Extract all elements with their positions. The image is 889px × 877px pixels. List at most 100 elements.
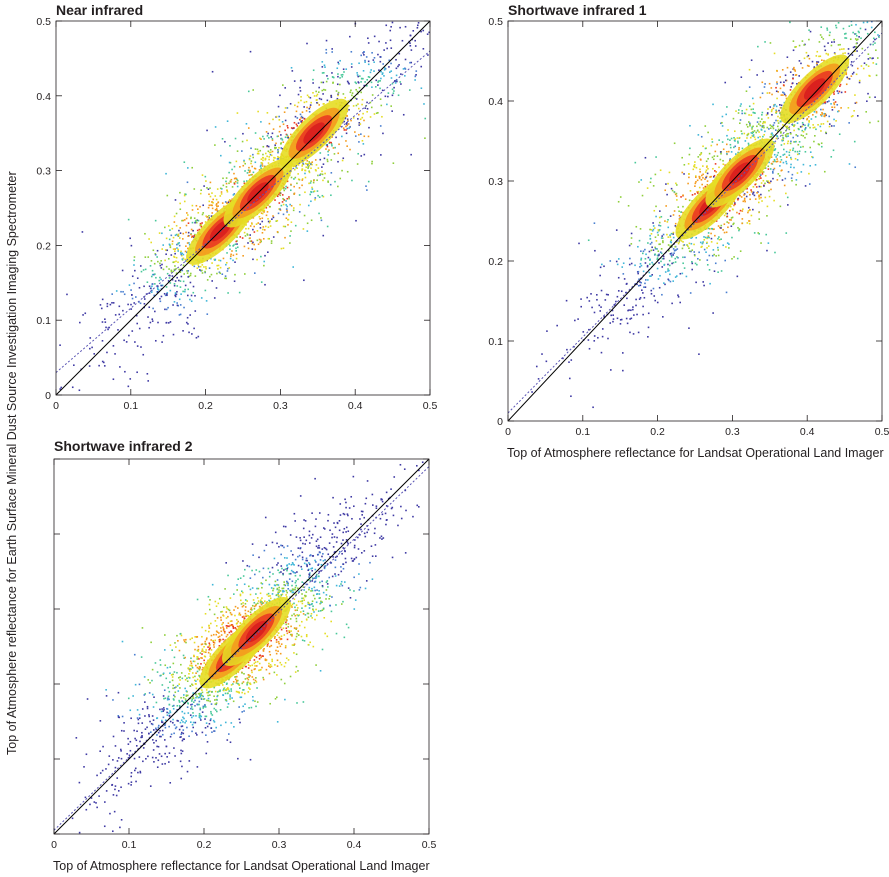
scatter-point-near-infrared (263, 138, 265, 140)
scatter-point-swir1 (744, 140, 747, 142)
scatter-point-swir1 (810, 118, 813, 120)
scatter-point-near-infrared (166, 249, 169, 252)
scatter-point-near-infrared (311, 163, 313, 166)
scatter-point-swir1 (773, 149, 775, 152)
y-tick-label-swir1: 0.1 (488, 336, 503, 348)
scatter-point-near-infrared (404, 67, 406, 70)
scatter-point-swir1 (693, 165, 695, 167)
scatter-point-swir1 (874, 38, 876, 41)
scatter-point-swir1 (692, 168, 695, 171)
scatter-point-swir1 (864, 28, 867, 31)
scatter-point-swir2 (174, 727, 177, 730)
scatter-point-near-infrared (208, 267, 211, 269)
scatter-point-swir1 (782, 139, 785, 142)
scatter-point-near-infrared (133, 259, 135, 262)
scatter-point-swir1 (789, 71, 792, 73)
scatter-point-near-infrared (379, 87, 381, 90)
panel-swir1: 0 0.1 0.2 0.3 0.4 0.500.10.20.30.40.5 (488, 16, 889, 438)
scatter-point-swir2 (330, 620, 332, 623)
scatter-point-near-infrared (172, 304, 174, 306)
scatter-point-near-infrared (384, 95, 387, 98)
scatter-point-swir1 (833, 41, 836, 43)
scatter-point-near-infrared (186, 260, 188, 263)
scatter-point-swir1 (722, 244, 724, 247)
scatter-point-swir1 (675, 184, 678, 186)
scatter-point-near-infrared (219, 195, 222, 197)
scatter-point-swir1 (797, 143, 800, 146)
scatter-point-swir1 (664, 220, 666, 222)
scatter-point-swir1 (659, 169, 662, 172)
scatter-point-near-infrared (297, 122, 300, 124)
scatter-point-swir2 (280, 628, 283, 631)
scatter-point-near-infrared (147, 380, 150, 382)
scatter-point-near-infrared (268, 221, 271, 224)
scatter-point-swir1 (773, 52, 776, 55)
scatter-point-near-infrared (285, 217, 288, 220)
scatter-point-swir1 (761, 111, 764, 114)
scatter-point-swir2 (285, 627, 288, 630)
scatter-point-swir1 (748, 86, 751, 88)
scatter-point-swir2 (353, 558, 356, 560)
scatter-point-near-infrared (295, 123, 298, 126)
scatter-point-swir1 (650, 289, 653, 292)
scatter-point-swir1 (862, 21, 865, 24)
scatter-point-near-infrared (347, 119, 349, 122)
scatter-point-swir1 (766, 126, 769, 129)
scatter-point-near-infrared (410, 49, 413, 51)
scatter-point-near-infrared (122, 290, 124, 293)
scatter-point-swir1 (640, 250, 642, 252)
scatter-point-swir1 (683, 244, 686, 246)
scatter-point-swir2 (199, 667, 201, 670)
scatter-point-swir1 (626, 297, 628, 300)
scatter-point-swir2 (246, 677, 249, 680)
scatter-point-swir1 (696, 179, 699, 182)
scatter-point-swir2 (291, 635, 293, 637)
scatter-point-near-infrared (236, 243, 238, 245)
scatter-point-near-infrared (185, 231, 187, 234)
scatter-point-near-infrared (150, 291, 153, 294)
scatter-point-near-infrared (244, 162, 247, 165)
scatter-point-near-infrared (162, 268, 165, 271)
scatter-point-near-infrared (303, 118, 306, 120)
scatter-point-swir2 (104, 801, 106, 803)
scatter-point-near-infrared (187, 167, 189, 169)
scatter-point-near-infrared (193, 234, 196, 237)
scatter-point-swir1 (786, 142, 789, 145)
scatter-point-swir1 (761, 138, 764, 140)
scatter-point-swir2 (192, 676, 194, 679)
scatter-point-near-infrared (290, 127, 293, 129)
scatter-point-swir1 (865, 63, 868, 66)
scatter-point-near-infrared (200, 225, 203, 228)
scatter-point-swir1 (850, 24, 853, 26)
scatter-point-swir2 (253, 605, 256, 608)
scatter-point-swir1 (782, 137, 785, 140)
scatter-point-swir1 (713, 155, 716, 157)
scatter-point-swir1 (667, 182, 669, 185)
scatter-point-swir2 (335, 604, 337, 606)
scatter-point-swir1 (619, 323, 622, 325)
scatter-point-swir1 (658, 286, 661, 289)
scatter-point-near-infrared (303, 214, 306, 217)
scatter-point-swir2 (275, 652, 278, 655)
scatter-point-swir2 (169, 711, 172, 714)
scatter-point-swir1 (738, 212, 741, 215)
scatter-point-swir1 (597, 336, 599, 339)
scatter-point-near-infrared (161, 341, 163, 343)
scatter-point-near-infrared (212, 198, 214, 201)
scatter-point-swir1 (649, 181, 652, 184)
scatter-point-swir1 (749, 123, 751, 126)
scatter-point-near-infrared (188, 331, 190, 334)
scatter-point-near-infrared (315, 95, 318, 97)
scatter-point-swir1 (689, 292, 692, 294)
scatter-point-swir2 (163, 697, 165, 700)
scatter-point-near-infrared (271, 150, 274, 153)
scatter-point-near-infrared (267, 237, 270, 240)
scatter-point-swir1 (859, 27, 862, 30)
scatter-point-near-infrared (169, 229, 171, 231)
scatter-point-swir2 (405, 509, 407, 512)
scatter-point-swir2 (318, 570, 321, 573)
scatter-point-near-infrared (299, 86, 301, 89)
scatter-point-swir1 (741, 147, 744, 150)
scatter-point-swir1 (682, 211, 684, 214)
scatter-point-swir1 (794, 157, 797, 160)
